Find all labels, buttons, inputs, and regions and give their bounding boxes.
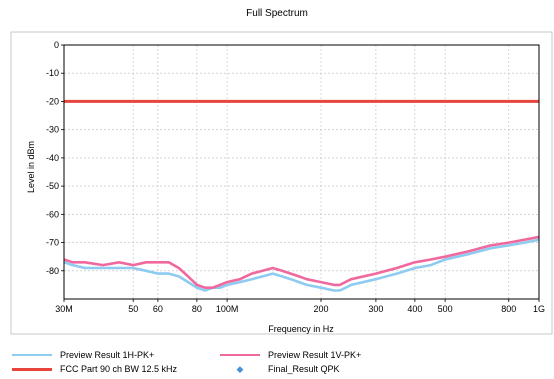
x-tick-label: 300: [368, 304, 383, 314]
plot-border: [63, 44, 540, 300]
diamond-icon: ◆: [236, 363, 244, 374]
y-tick-label: -60: [46, 209, 59, 219]
y-tick-label: -30: [46, 125, 59, 135]
y-tick-label: -10: [46, 68, 59, 78]
legend-item-1h: Preview Result 1H-PK+: [12, 349, 154, 361]
x-tick-label: 500: [438, 304, 453, 314]
legend-label-1h: Preview Result 1H-PK+: [60, 350, 155, 360]
x-tick-label: 50: [128, 304, 138, 314]
x-tick-label: 1G: [533, 304, 545, 314]
legend-label-1v: Preview Result 1V-PK+: [268, 350, 362, 360]
x-tick-label: 60: [153, 304, 163, 314]
series-line-1: [63, 235, 540, 289]
series-line-0: [63, 238, 540, 292]
y-axis-label: Level in dBm: [26, 141, 36, 193]
y-tick-label: -70: [46, 238, 59, 248]
legend-item-final: ◆ Final_Result QPK: [220, 363, 340, 375]
x-tick-label: 30M: [55, 304, 73, 314]
legend-label-fcc: FCC Part 90 ch BW 12.5 kHz: [60, 364, 178, 374]
legend-label-final: Final_Result QPK: [268, 364, 340, 374]
chart-frame: [10, 31, 553, 335]
legend-swatch-fcc: [12, 367, 52, 371]
y-tick-label: -40: [46, 153, 59, 163]
x-axis-label: Frequency in Hz: [268, 324, 334, 334]
x-tick-label: 200: [313, 304, 328, 314]
x-tick-label: 80: [192, 304, 202, 314]
x-tick-label: 800: [501, 304, 516, 314]
y-tick-label: -20: [46, 96, 59, 106]
legend-item-fcc: FCC Part 90 ch BW 12.5 kHz: [12, 363, 177, 375]
y-tick-label: -80: [46, 266, 59, 276]
legend-swatch-1v: [220, 354, 260, 356]
chart-title: Full Spectrum: [246, 8, 308, 19]
x-tick-label: 100M: [216, 304, 239, 314]
legend: Preview Result 1H-PK+ Preview Result 1V-…: [0, 344, 554, 379]
legend-item-1v: Preview Result 1V-PK+: [220, 349, 361, 361]
plot-area: [63, 99, 540, 292]
y-tick-label: 0: [54, 40, 59, 50]
x-tick-label: 400: [407, 304, 422, 314]
tick-labels: 0 -10 -20 -30 -40 -50 -60 -70 -80 30M 50 60 80 100M 20…: [46, 40, 545, 314]
y-tick-label: -50: [46, 181, 59, 191]
legend-swatch-1h: [12, 354, 52, 356]
grid: [63, 44, 540, 299]
